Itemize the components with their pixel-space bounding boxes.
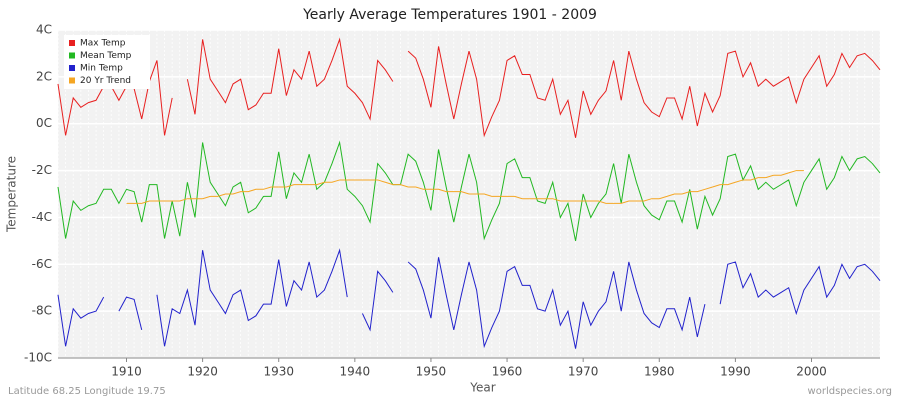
y-tick-label: 2C xyxy=(36,69,52,83)
y-tick-label: -10C xyxy=(24,351,52,365)
x-tick-label: 1940 xyxy=(340,365,371,379)
y-tick-label: 0C xyxy=(36,116,52,130)
x-tick-label: 2000 xyxy=(796,365,827,379)
legend-box xyxy=(64,35,150,89)
legend-swatch xyxy=(69,52,75,59)
footer-left: Latitude 68.25 Longitude 19.75 xyxy=(8,386,166,397)
y-tick-label: 4C xyxy=(36,23,52,37)
x-tick-label: 1920 xyxy=(187,365,218,379)
series-line xyxy=(57,248,881,349)
legend-label: 20 Yr Trend xyxy=(80,76,131,86)
legend-label: Mean Temp xyxy=(80,51,132,61)
footer-right: worldspecies.org xyxy=(808,386,892,397)
x-tick-label: 1950 xyxy=(416,365,447,379)
y-tick-label: -8C xyxy=(32,304,52,318)
series-line xyxy=(126,170,804,204)
x-tick-label: 1960 xyxy=(492,365,523,379)
x-tick-label: 1930 xyxy=(263,365,294,379)
legend-swatch xyxy=(69,77,75,84)
x-tick-label: 1980 xyxy=(644,365,675,379)
x-axis-label: Year xyxy=(469,381,495,395)
legend-label: Max Temp xyxy=(80,39,126,49)
y-tick-label: -4C xyxy=(32,210,52,224)
x-tick-label: 1910 xyxy=(111,365,142,379)
y-tick-label: -2C xyxy=(32,163,52,177)
series-line xyxy=(57,37,881,138)
y-axis-label: Temperature xyxy=(5,156,19,233)
x-tick-label: 1990 xyxy=(720,365,751,379)
x-tick-label: 1970 xyxy=(568,365,599,379)
chart-title: Yearly Average Temperatures 1901 - 2009 xyxy=(302,7,597,23)
legend-swatch xyxy=(69,65,75,71)
y-tick-label: -6C xyxy=(32,257,52,271)
legend-swatch xyxy=(69,40,75,46)
legend-label: Min Temp xyxy=(80,64,123,74)
